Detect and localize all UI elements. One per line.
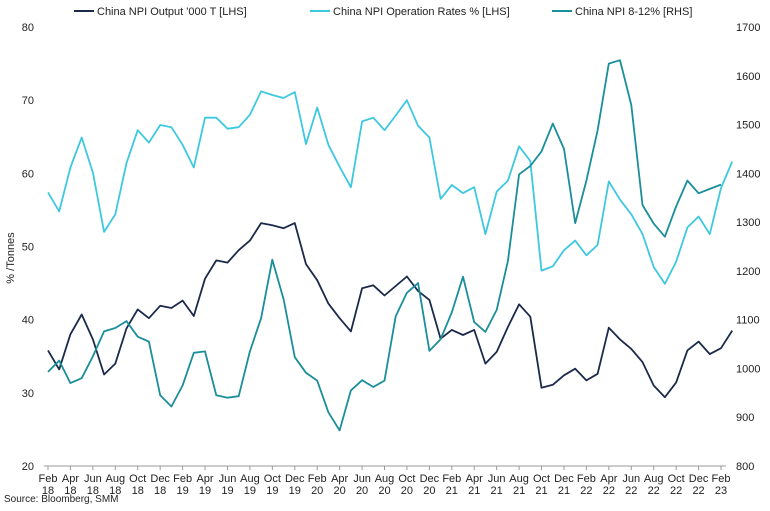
y-right-tick-label: 1200 xyxy=(736,266,760,278)
legend-label-1: China NPI Output '000 T [LHS] xyxy=(97,6,247,18)
x-tick-label-month: Aug xyxy=(644,473,664,485)
y-left-tick-label: 60 xyxy=(22,168,34,180)
x-tick-label-month: Apr xyxy=(62,473,79,485)
x-tick-label-month: Dec xyxy=(420,473,440,485)
x-tick-label-month: Dec xyxy=(689,473,709,485)
axes: % /Tonnes 20 30 40 50 60 70 80 800 900 1000 1100 12… xyxy=(5,22,760,497)
x-tick-label-year: 22 xyxy=(625,485,637,497)
x-tick-label-year: 18 xyxy=(109,485,121,497)
legend: China NPI Output '000 T [LHS] China NPI O… xyxy=(74,6,692,18)
legend-label-2: China NPI Operation Rates % [LHS] xyxy=(333,6,510,18)
x-tick-label-year: 18 xyxy=(42,485,54,497)
x-tick-label-month: Oct xyxy=(129,473,146,485)
x-tick-label-month: Oct xyxy=(398,473,415,485)
series-line-2 xyxy=(47,90,734,285)
x-tick-label-year: 20 xyxy=(334,485,346,497)
x-tick-label-month: Apr xyxy=(196,473,213,485)
series-line-1 xyxy=(47,222,733,399)
y-left-tick-label: 30 xyxy=(22,388,34,400)
x-tick-label-year: 23 xyxy=(715,485,727,497)
x-tick-label-month: Aug xyxy=(106,473,126,485)
x-tick-label-month: Feb xyxy=(173,473,192,485)
x-tick-label-year: 21 xyxy=(468,485,480,497)
x-tick-label-year: 19 xyxy=(176,485,188,497)
x-tick-label-month: Dec xyxy=(150,473,170,485)
x-tick-label-month: Feb xyxy=(442,473,461,485)
y-right-tick-label: 800 xyxy=(736,461,754,473)
x-tick-label-year: 18 xyxy=(154,485,166,497)
y-axis-left-title: % /Tonnes xyxy=(5,232,17,284)
y-right-tick-label: 1000 xyxy=(736,363,760,375)
x-tick-label-year: 19 xyxy=(244,485,256,497)
x-tick-label-month: Feb xyxy=(308,473,327,485)
y-right-tick-label: 1700 xyxy=(736,22,760,34)
y-right-tick-label: 900 xyxy=(736,412,754,424)
series-line-3 xyxy=(47,59,722,432)
y-left-tick-label: 80 xyxy=(22,22,34,34)
x-tick-label-year: 22 xyxy=(692,485,704,497)
y-right-tick-label: 1600 xyxy=(736,71,760,83)
x-tick-label-year: 18 xyxy=(64,485,76,497)
x-tick-label-year: 21 xyxy=(513,485,525,497)
x-tick-label-month: Apr xyxy=(331,473,348,485)
x-tick-label-year: 19 xyxy=(266,485,278,497)
x-tick-label-month: Dec xyxy=(285,473,305,485)
y-left-tick-label: 40 xyxy=(22,315,34,327)
y-right-tick-label: 1500 xyxy=(736,120,760,132)
y-left-tick-label: 20 xyxy=(22,461,34,473)
x-tick-label-month: Jun xyxy=(353,473,371,485)
x-tick-label-year: 20 xyxy=(401,485,413,497)
x-tick-label-year: 20 xyxy=(378,485,390,497)
y-right-tick-label: 1400 xyxy=(736,168,760,180)
x-tick-label-month: Dec xyxy=(554,473,574,485)
x-tick-label-month: Aug xyxy=(240,473,260,485)
legend-label-3: China NPI 8-12% [RHS] xyxy=(575,6,692,18)
x-tick-label-year: 21 xyxy=(558,485,570,497)
y-right-tick-label: 1300 xyxy=(736,217,760,229)
x-tick-label-year: 19 xyxy=(221,485,233,497)
x-tick-label-year: 21 xyxy=(535,485,547,497)
x-tick-label-year: 22 xyxy=(603,485,615,497)
x-tick-label-year: 20 xyxy=(356,485,368,497)
x-tick-label-month: Feb xyxy=(39,473,58,485)
x-tick-label-month: Aug xyxy=(375,473,395,485)
x-tick-label-year: 19 xyxy=(289,485,301,497)
x-tick-label-year: 22 xyxy=(580,485,592,497)
x-tick-label-year: 18 xyxy=(132,485,144,497)
x-tick-label-month: Jun xyxy=(84,473,102,485)
x-tick-label-year: 20 xyxy=(311,485,323,497)
x-tick-label-month: Aug xyxy=(509,473,529,485)
series-lines xyxy=(47,59,734,432)
x-tick-label-month: Jun xyxy=(622,473,640,485)
x-tick-label-month: Oct xyxy=(533,473,550,485)
x-tick-label-year: 22 xyxy=(670,485,682,497)
x-tick-label-year: 18 xyxy=(87,485,99,497)
y-right-tick-label: 1100 xyxy=(736,315,760,327)
y-left-tick-label: 70 xyxy=(22,95,34,107)
x-tick-label-month: Apr xyxy=(466,473,483,485)
x-tick-label-month: Feb xyxy=(577,473,596,485)
x-tick-label-year: 21 xyxy=(491,485,503,497)
y-left-tick-label: 50 xyxy=(22,242,34,254)
x-tick-label-year: 22 xyxy=(648,485,660,497)
source-note: Source: Bloomberg, SMM xyxy=(4,494,119,505)
x-tick-label-year: 21 xyxy=(446,485,458,497)
x-tick-label-year: 19 xyxy=(199,485,211,497)
x-tick-label-month: Oct xyxy=(264,473,281,485)
x-tick-label-month: Jun xyxy=(488,473,506,485)
x-tick-label-month: Apr xyxy=(600,473,617,485)
x-tick-label-month: Oct xyxy=(668,473,685,485)
x-tick-label-month: Jun xyxy=(219,473,237,485)
x-tick-label-month: Feb xyxy=(712,473,731,485)
x-tick-label-year: 20 xyxy=(423,485,435,497)
